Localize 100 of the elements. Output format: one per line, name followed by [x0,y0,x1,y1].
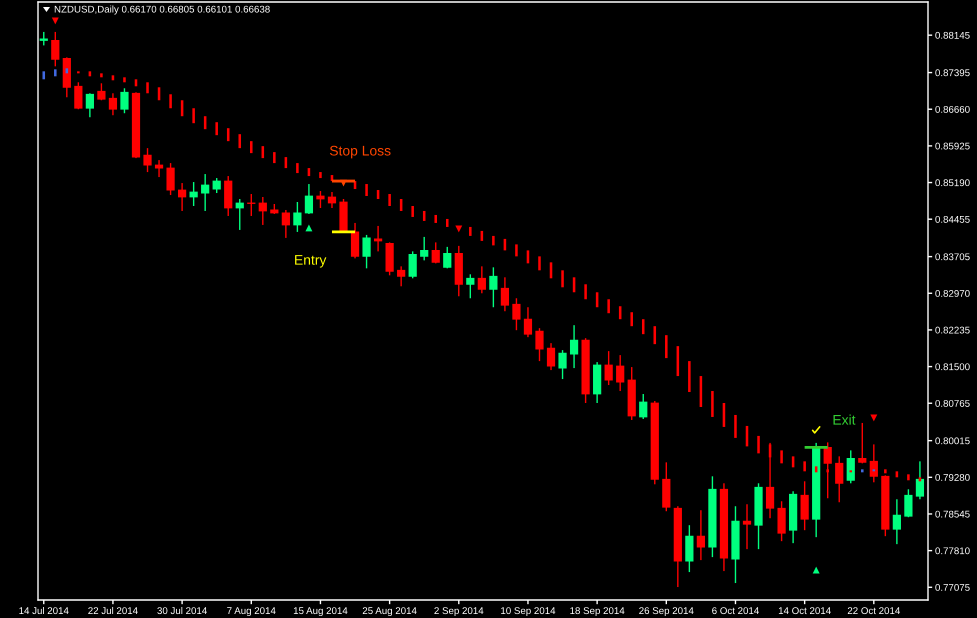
x-tick-label: 14 Jul 2014 [19,606,69,614]
candlestick [604,350,613,386]
bar [642,319,645,334]
candlestick [97,82,106,101]
bar [100,73,103,78]
y-tick-label: 0.87395 [935,69,970,76]
candlestick [904,488,913,518]
bar [180,100,184,116]
bar [896,471,898,478]
bar [226,128,230,142]
bar [434,214,437,223]
candlestick [236,198,244,231]
bar [319,172,322,178]
bar [550,262,552,278]
candlestick [524,306,532,338]
bar [526,250,530,264]
candlestick [247,193,256,217]
bar [630,312,633,326]
y-tick-label: 0.82970 [935,290,970,297]
bar [884,469,887,474]
bar [411,206,414,217]
point [870,414,878,422]
bar [780,450,783,464]
x-tick-label: 10 Sep 2014 [501,607,556,616]
y-tick-label: 0.83705 [935,253,970,260]
series-label: Exit [834,414,856,425]
bar [538,256,541,270]
bar [469,226,472,236]
candlestick [500,276,510,312]
bar [492,236,495,246]
candlestick [212,177,221,194]
bar [446,218,449,227]
point [455,225,462,232]
y-tick-label: 0.78545 [935,510,970,518]
candlestick [374,225,382,252]
candlestick [846,450,855,484]
bar [204,116,206,130]
candlestick [835,456,844,503]
candlestick [512,298,521,331]
candlestick [870,444,878,483]
bar [584,284,587,300]
x-tick-label: 18 Sep 2014 [570,607,624,616]
candlestick [432,242,440,264]
bar [734,414,737,438]
bar [918,477,922,482]
bar [376,190,380,200]
x-tick-label: 30 Jul 2014 [157,606,207,614]
point [812,566,820,574]
candlestick [558,349,567,380]
candlestick [466,274,474,299]
candlestick [443,246,452,270]
y-tick-label: 0.80015 [935,437,970,444]
candlestick [420,236,428,262]
bar [308,168,310,176]
candlestick [74,82,82,110]
bar [123,77,126,82]
bar [88,71,92,76]
bar [572,277,576,292]
candlestick [328,191,336,209]
bar [654,326,656,344]
bar [607,299,610,314]
bar [618,306,622,320]
bar [688,361,691,392]
y-tick-label: 0.86660 [935,106,970,113]
bar [792,456,794,468]
series-label: Stop Loss [330,146,391,158]
y-tick-label: 0.77810 [935,547,970,554]
candlestick [916,460,924,500]
bar [504,238,506,250]
point [52,17,59,24]
bar [596,292,598,308]
y-tick-label: 0.81500 [935,363,970,370]
candlestick [408,250,417,279]
bar [480,230,484,241]
candlestick [154,159,164,178]
bar [250,141,253,154]
candlestick [639,393,648,420]
candlestick [478,266,486,294]
y-tick-label: 0.82235 [935,326,970,334]
candlestick [766,442,774,519]
bar [746,426,748,446]
candlestick [535,327,544,362]
candlestick [489,266,498,308]
candlestick [120,88,129,114]
bar [134,79,138,86]
bar [112,75,114,80]
candlestick [800,480,809,531]
bar [215,122,218,136]
y-tick-label: 0.79280 [935,474,970,481]
y-tick-label: 0.88145 [935,32,970,39]
x-tick-label: 2 Sep 2014 [434,607,484,616]
bar [665,335,668,358]
x-tick-label: 7 Aug 2014 [227,607,276,616]
candlestick [201,173,210,212]
candlestick [108,92,118,116]
bar [354,181,356,190]
candlestick [742,504,752,550]
bar [273,152,276,164]
candlestick [362,234,371,270]
chart-title: NZDUSD,Daily 0.66170 0.66805 0.66101 0.66638 [54,5,270,15]
